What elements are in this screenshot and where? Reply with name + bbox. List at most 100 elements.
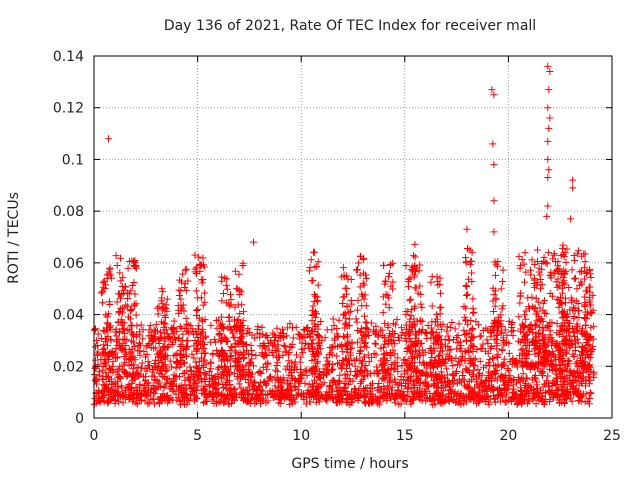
data-point xyxy=(380,334,388,342)
data-point xyxy=(170,317,178,325)
data-point xyxy=(223,391,231,399)
data-point xyxy=(225,317,233,325)
data-point xyxy=(178,278,186,286)
data-point xyxy=(389,285,397,293)
data-point xyxy=(198,279,206,287)
data-point xyxy=(559,309,567,317)
data-point xyxy=(360,254,368,262)
data-point xyxy=(469,304,477,312)
data-point xyxy=(181,359,189,367)
data-point xyxy=(286,381,294,389)
data-point xyxy=(141,391,149,399)
data-point xyxy=(163,365,171,373)
data-point xyxy=(183,367,191,375)
data-point xyxy=(413,386,421,394)
data-point xyxy=(499,302,507,310)
data-point xyxy=(381,361,389,369)
data-point xyxy=(117,277,125,285)
data-point xyxy=(313,359,321,367)
data-point xyxy=(568,340,576,348)
data-point xyxy=(531,261,539,269)
data-point xyxy=(542,359,550,367)
data-point xyxy=(286,379,294,387)
data-point xyxy=(182,352,190,360)
data-point xyxy=(247,373,255,381)
data-point xyxy=(445,377,453,385)
data-point xyxy=(218,297,226,305)
data-point xyxy=(92,343,100,351)
data-point xyxy=(581,258,589,266)
data-point xyxy=(368,380,376,388)
data-point xyxy=(304,341,312,349)
data-point xyxy=(264,377,272,385)
data-point xyxy=(524,294,532,302)
data-point xyxy=(112,344,120,352)
data-point xyxy=(418,397,426,405)
data-point xyxy=(220,325,228,333)
data-point xyxy=(440,382,448,390)
data-point xyxy=(136,370,144,378)
data-point xyxy=(563,326,571,334)
data-point xyxy=(286,391,294,399)
data-point xyxy=(270,341,278,349)
data-point xyxy=(471,384,479,392)
data-point xyxy=(343,339,351,347)
data-point xyxy=(250,385,258,393)
data-point xyxy=(391,375,399,383)
data-point xyxy=(248,355,256,363)
data-point xyxy=(259,331,267,339)
data-point xyxy=(555,282,563,290)
data-point xyxy=(445,397,453,405)
data-point xyxy=(477,332,485,340)
data-point xyxy=(383,356,391,364)
data-point xyxy=(172,390,180,398)
data-point xyxy=(106,326,114,334)
data-point xyxy=(308,356,316,364)
data-point xyxy=(506,358,514,366)
data-point xyxy=(334,342,342,350)
data-point xyxy=(303,372,311,380)
data-point xyxy=(432,389,440,397)
data-point xyxy=(109,393,117,401)
data-point xyxy=(539,368,547,376)
data-point xyxy=(462,282,470,290)
data-point xyxy=(539,333,547,341)
data-point xyxy=(132,399,140,407)
data-point xyxy=(353,265,361,273)
data-point xyxy=(380,261,388,269)
data-point xyxy=(388,383,396,391)
data-point xyxy=(435,359,443,367)
data-point xyxy=(157,333,165,341)
data-point xyxy=(131,356,139,364)
data-point xyxy=(460,303,468,311)
data-point xyxy=(207,365,215,373)
data-point xyxy=(499,336,507,344)
data-point xyxy=(557,380,565,388)
data-point xyxy=(205,381,213,389)
data-point xyxy=(94,361,102,369)
data-point xyxy=(501,398,509,406)
data-point xyxy=(435,351,443,359)
data-point xyxy=(258,323,266,331)
data-point xyxy=(465,355,473,363)
data-point xyxy=(107,271,115,279)
data-point xyxy=(505,349,513,357)
data-point xyxy=(157,297,165,305)
data-point xyxy=(361,386,369,394)
data-point xyxy=(434,322,442,330)
data-point xyxy=(548,319,556,327)
data-point xyxy=(227,296,235,304)
data-point xyxy=(469,388,477,396)
data-point xyxy=(152,344,160,352)
data-point xyxy=(382,349,390,357)
data-point xyxy=(561,373,569,381)
data-point xyxy=(577,278,585,286)
data-point xyxy=(325,360,333,368)
data-point xyxy=(314,358,322,366)
data-point xyxy=(580,348,588,356)
data-point xyxy=(528,376,536,384)
data-point xyxy=(348,344,356,352)
data-point xyxy=(418,304,426,312)
data-point xyxy=(411,354,419,362)
data-point xyxy=(196,261,204,269)
